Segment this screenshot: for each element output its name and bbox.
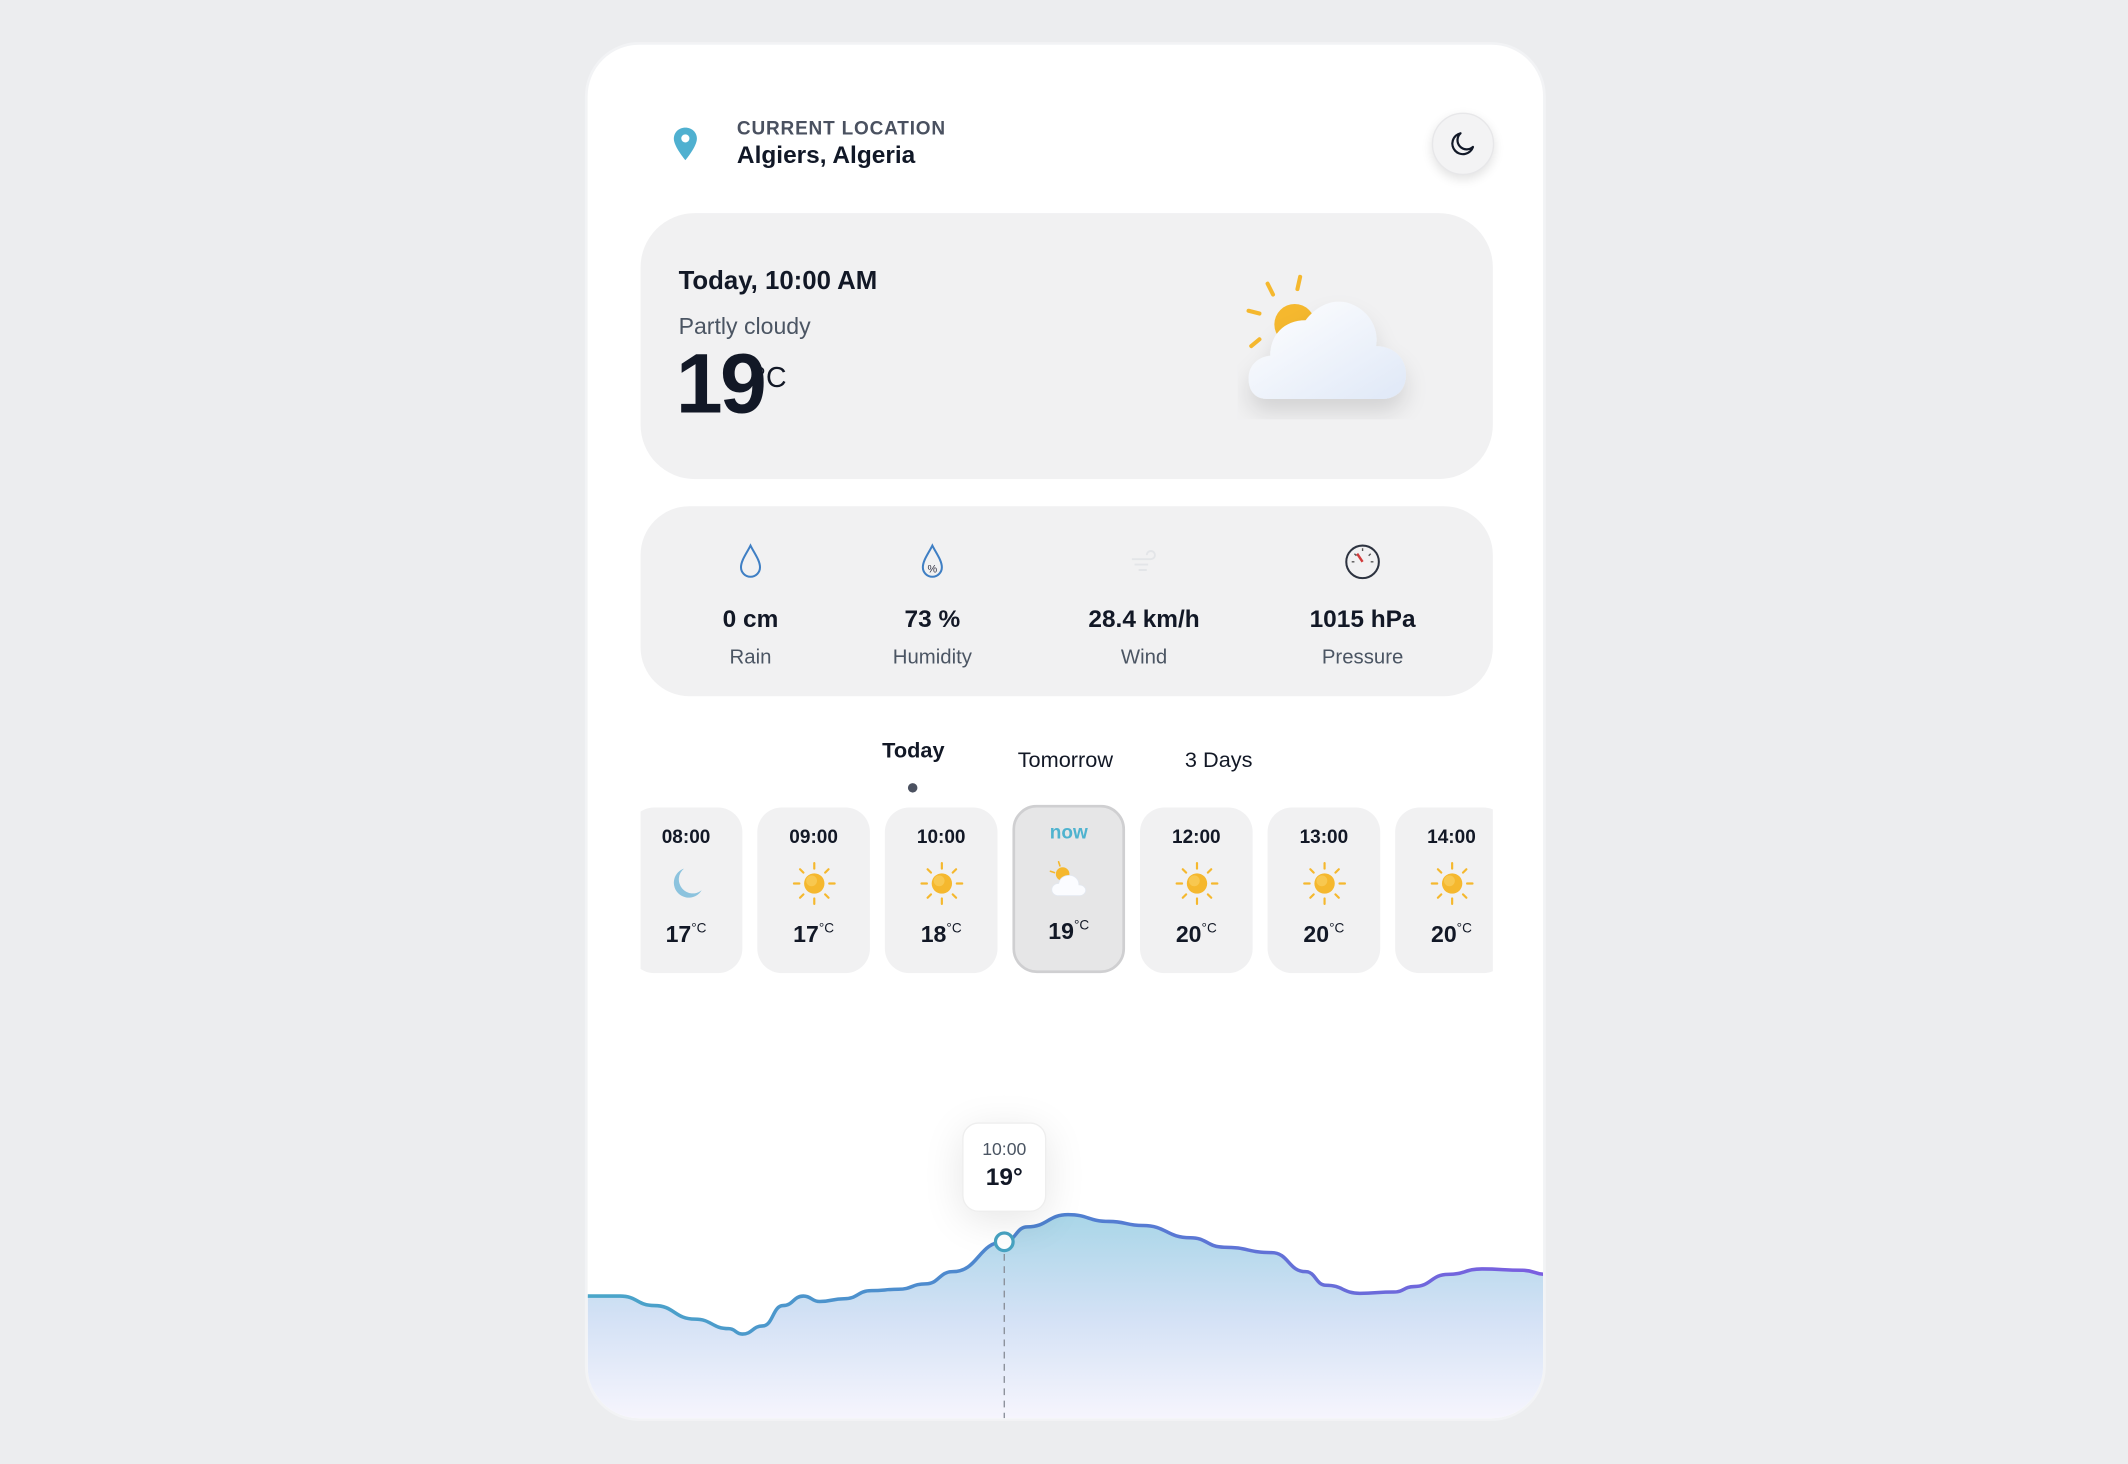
hour-temp: 20°C	[1430, 921, 1472, 948]
humidity-icon: %	[921, 543, 943, 578]
hour-card-13:00[interactable]: 13:00 20°C	[1267, 807, 1381, 974]
stat-label: Rain	[729, 645, 772, 670]
location-pin-icon	[673, 127, 697, 161]
partly-cloudy-icon	[1049, 860, 1087, 897]
hour-card-14:00[interactable]: 14:00 20°C	[1395, 807, 1493, 974]
weather-stats-panel: 0 cm Rain % 73 % Humidity 28.4 km/h Wind…	[640, 506, 1493, 697]
moon-icon	[673, 868, 702, 898]
current-datetime: Today, 10:00 AM	[678, 267, 878, 296]
chart-selected-point[interactable]	[993, 1231, 1015, 1253]
temperature-unit: °C	[754, 362, 787, 394]
chart-temperature-line	[587, 1212, 1544, 1336]
hour-time: 09:00	[789, 825, 838, 847]
stat-value: 1015 hPa	[1309, 605, 1416, 633]
hour-card-10:00[interactable]: 10:00 18°C	[884, 807, 998, 974]
current-temperature: 19	[675, 337, 767, 432]
chart-tooltip: 10:00 19°	[962, 1122, 1047, 1212]
chart-area-fill	[587, 1214, 1544, 1419]
hour-temp: 18°C	[920, 921, 962, 948]
wind-icon	[1131, 550, 1156, 571]
hour-temp: 20°C	[1175, 921, 1217, 948]
sun-icon	[1430, 862, 1474, 905]
tab-3-days[interactable]: 3 Days	[1184, 749, 1253, 773]
moon-icon	[1451, 132, 1475, 156]
weather-card: CURRENT LOCATION Algiers, Algeria Today,…	[584, 42, 1546, 1421]
hour-time: 10:00	[916, 825, 966, 847]
active-tab-indicator	[907, 783, 918, 793]
hour-card-09:00[interactable]: 09:00 17°C	[757, 807, 870, 974]
hour-temp: 20°C	[1303, 921, 1345, 948]
hour-card-12:00[interactable]: 12:00 20°C	[1139, 807, 1253, 974]
current-weather-panel: Today, 10:00 AM Partly cloudy 19 °C	[640, 213, 1493, 480]
stat-value: 73 %	[904, 605, 961, 633]
tooltip-temp: 19°	[985, 1163, 1023, 1191]
hour-temp: 17°C	[793, 921, 835, 948]
partly-cloudy-icon	[1246, 274, 1406, 399]
location-label: CURRENT LOCATION	[736, 116, 946, 139]
raindrop-icon	[739, 543, 762, 578]
hourly-forecast-strip[interactable]: 08:00 17°C 09:00 17°C 10:00 18°C now 19°C 12:00 2…	[640, 804, 1493, 976]
stat-label: Pressure	[1321, 645, 1404, 670]
sun-icon	[1175, 862, 1219, 905]
theme-toggle-button[interactable]	[1431, 112, 1495, 176]
tooltip-time: 10:00	[982, 1138, 1027, 1159]
svg-text:%: %	[928, 564, 938, 576]
hour-card-08:00[interactable]: 08:00 17°C	[640, 807, 743, 974]
gauge-icon	[1345, 544, 1380, 580]
sun-icon	[920, 862, 964, 905]
tab-today[interactable]: Today	[882, 739, 945, 763]
hour-time: 12:00	[1172, 825, 1221, 847]
stat-label: Wind	[1120, 645, 1168, 670]
hour-time: 13:00	[1299, 825, 1349, 847]
hour-temp: 19°C	[1048, 918, 1090, 945]
current-condition: Partly cloudy	[678, 313, 811, 340]
stat-label: Humidity	[892, 645, 972, 670]
stat-value: 28.4 km/h	[1088, 605, 1200, 633]
hour-time: 14:00	[1427, 825, 1476, 847]
hour-time: now	[1049, 821, 1088, 843]
sun-icon	[792, 862, 836, 905]
hour-card-now[interactable]: now 19°C	[1012, 804, 1126, 974]
sun-icon	[1303, 862, 1347, 905]
hour-temp: 17°C	[665, 921, 707, 948]
city-name: Algiers, Algeria	[736, 141, 916, 169]
stat-value: 0 cm	[722, 605, 779, 633]
tab-tomorrow[interactable]: Tomorrow	[1017, 749, 1114, 773]
hour-time: 08:00	[661, 825, 711, 847]
